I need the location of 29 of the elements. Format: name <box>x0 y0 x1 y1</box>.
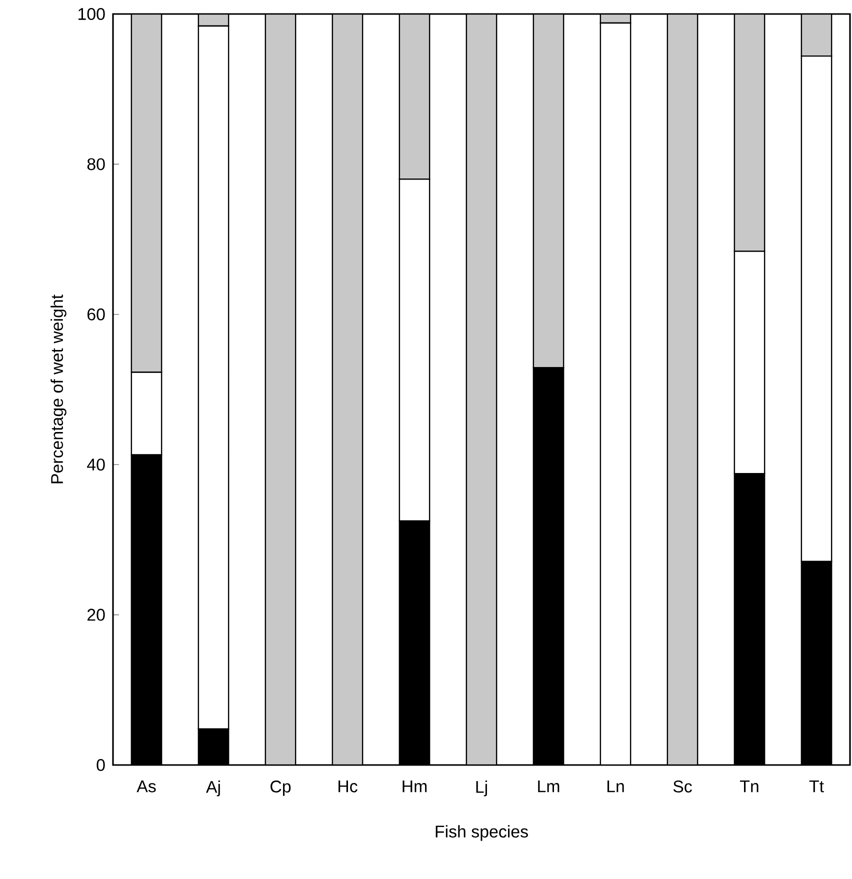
x-tick-label: Sc <box>673 780 692 793</box>
bar <box>332 14 364 765</box>
bar <box>398 14 430 180</box>
x-axis-title: Fish species <box>436 825 528 841</box>
x-tick-label: Tt <box>809 780 824 792</box>
bar <box>264 14 296 765</box>
y-tick-label: 100 <box>78 8 105 20</box>
y-axis-title: Percentage of wet weight <box>50 294 66 484</box>
y-tick-label: 80 <box>87 158 105 170</box>
bar <box>600 22 632 765</box>
x-tick-label: Tn <box>740 780 758 792</box>
x-tick-label: Lj <box>476 780 487 796</box>
x-tick-label: As <box>136 780 156 792</box>
y-tick-label: 20 <box>88 608 105 621</box>
bar <box>666 14 698 765</box>
bar <box>734 14 766 252</box>
x-tick-label: Hc <box>338 780 358 792</box>
bar <box>532 14 564 368</box>
x-tick-label: Cp <box>270 780 291 796</box>
x-tick-label: Ln <box>607 780 624 792</box>
bar <box>800 14 832 57</box>
y-tick-label: 0 <box>96 759 105 771</box>
x-tick-label: Aj <box>206 780 220 796</box>
bar <box>130 14 162 373</box>
y-tick-label: 60 <box>88 308 105 320</box>
y-tick-label: 40 <box>87 458 105 471</box>
x-tick-label: Lm <box>538 780 560 792</box>
x-tick-label: Hm <box>402 780 427 792</box>
bar <box>466 14 498 765</box>
